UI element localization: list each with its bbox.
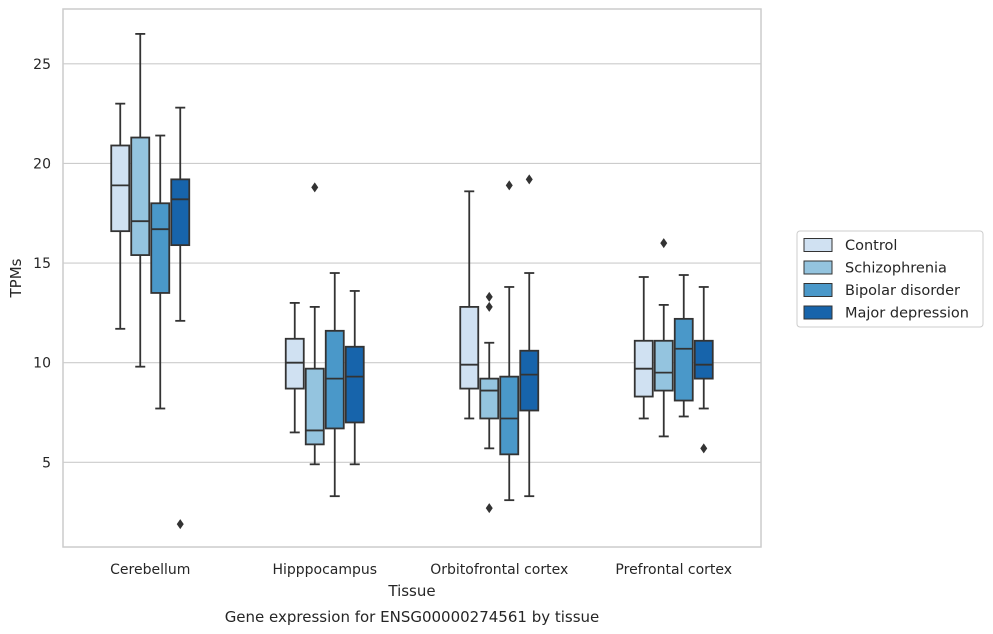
- chart-caption: Gene expression for ENSG00000274561 by t…: [225, 608, 600, 626]
- box-major-depression: [693, 286, 714, 454]
- iqr-box: [459, 305, 480, 390]
- iqr-box: [284, 337, 305, 390]
- x-axis-ticks: Cerebellum Hipppocampus Orbitofrontal cort…: [110, 562, 732, 578]
- box-plot-marks: [110, 33, 714, 530]
- box-schizophrenia: [653, 238, 674, 438]
- iqr-box: [110, 144, 131, 233]
- outlier-point: [485, 291, 493, 302]
- box-control: [459, 190, 480, 420]
- legend-swatch: [803, 238, 833, 252]
- iqr-box: [653, 339, 674, 392]
- legend-label: Schizophrenia: [845, 261, 947, 277]
- x-tick-label: Cerebellum: [110, 562, 190, 578]
- iqr-box: [324, 329, 345, 430]
- box-bipolar-disorder: [673, 274, 694, 418]
- box-bipolar-disorder: [150, 134, 171, 410]
- y-axis-ticks: 5 10 15 20 25: [33, 57, 51, 472]
- iqr-box: [693, 339, 714, 380]
- x-tick-label: Hipppocampus: [272, 562, 377, 578]
- iqr-box: [130, 136, 151, 256]
- iqr-box: [170, 178, 191, 247]
- box-bipolar-disorder: [324, 272, 345, 498]
- outlier-point: [311, 182, 319, 193]
- box-major-depression: [170, 106, 191, 530]
- legend-label: Major depression: [845, 306, 969, 322]
- legend: Control Schizophrenia Bipolar disorder Majo…: [796, 230, 984, 328]
- outlier-point: [505, 180, 513, 191]
- legend-swatch: [803, 283, 833, 297]
- legend-swatch: [803, 305, 833, 320]
- box-schizophrenia: [130, 33, 151, 368]
- box-major-depression: [519, 174, 540, 498]
- box-control: [633, 276, 654, 420]
- legend-label: Control: [845, 238, 897, 254]
- iqr-box: [344, 345, 365, 424]
- legend-box: [796, 230, 984, 328]
- outlier-point: [485, 503, 493, 514]
- iqr-box: [150, 202, 171, 294]
- box-major-depression: [344, 290, 365, 466]
- box-schizophrenia: [304, 182, 325, 466]
- box-bipolar-disorder: [499, 180, 520, 502]
- legend-swatch: [803, 260, 833, 275]
- box-control: [110, 102, 131, 330]
- iqr-box: [519, 349, 540, 412]
- iqr-box: [499, 375, 520, 456]
- y-tick-label: 5: [42, 455, 51, 471]
- y-axis-title: TPMs: [7, 258, 25, 298]
- outlier-point: [660, 238, 668, 249]
- x-axis-title: Tissue: [387, 582, 435, 600]
- x-tick-label: Prefrontal cortex: [615, 562, 732, 578]
- iqr-box: [479, 377, 500, 420]
- outlier-point: [525, 174, 533, 185]
- outlier-point: [485, 301, 493, 312]
- legend-label: Bipolar disorder: [845, 283, 960, 299]
- y-tick-label: 25: [33, 57, 51, 73]
- y-tick-label: 15: [33, 256, 51, 272]
- y-tick-label: 10: [33, 356, 51, 372]
- iqr-box: [304, 367, 325, 446]
- box-control: [284, 302, 305, 434]
- plot-frame: [62, 8, 762, 548]
- iqr-box: [673, 317, 694, 402]
- outlier-point: [176, 519, 184, 530]
- box-schizophrenia: [479, 291, 500, 514]
- outlier-point: [700, 443, 708, 454]
- x-tick-label: Orbitofrontal cortex: [430, 562, 568, 578]
- y-tick-label: 20: [33, 156, 51, 172]
